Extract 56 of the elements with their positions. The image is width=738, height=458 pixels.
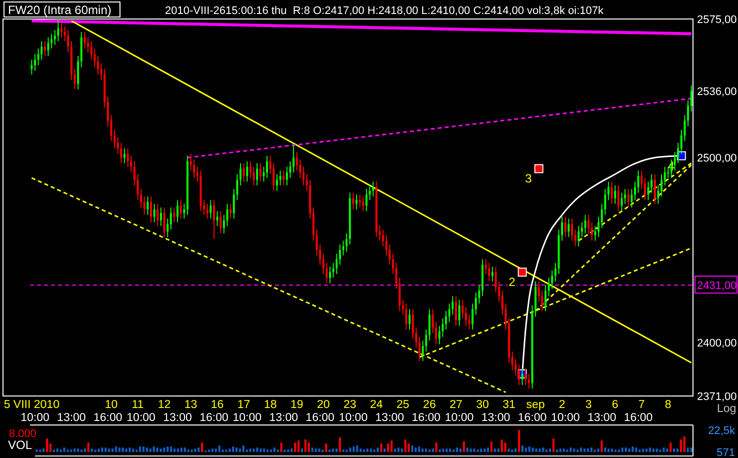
y-tick-label: 2575,00 (697, 14, 737, 26)
x-tick-label: 13:00 (481, 412, 510, 424)
y-axis-title: VOL (8, 438, 32, 452)
x-tick-label: 10 (104, 399, 118, 411)
x-tick-label: 13:00 (587, 412, 616, 424)
x-tick-label: 13 (184, 399, 198, 411)
series-label: 3 (525, 172, 532, 186)
y-tick-label: 2536,00 (697, 86, 737, 98)
x-tick-label: 13:00 (57, 412, 86, 424)
x-tick-label: 13:00 (375, 412, 404, 424)
x-tick-label: 8 (664, 399, 672, 411)
x-tick-label: 16:00 (624, 412, 653, 424)
y-tick-label: 22,5k (708, 425, 736, 437)
x-tick-label: 10:00 (338, 412, 368, 424)
x-tick-label: 10:00 (232, 412, 262, 424)
x-tick-label: 23 (344, 399, 356, 411)
y-tick-label: 571 (716, 447, 735, 458)
x-tick-label: 16:00 (94, 412, 122, 424)
x-tick-label: 18 (264, 399, 277, 411)
y-tick-label: 2400,00 (697, 337, 737, 350)
x-tick-label: 27 (450, 399, 462, 411)
x-tick-label: 7 (638, 399, 645, 411)
x-tick-label: 2 (558, 399, 566, 411)
x-tick-label: 25 (396, 399, 410, 411)
x-tick-label: 3 (585, 399, 592, 411)
x-tick-label: sep (526, 399, 545, 411)
x-tick-label: 17 (237, 399, 250, 411)
x-tick-label: 24 (370, 399, 384, 411)
x-tick-label: 30 (476, 399, 489, 411)
x-tick-label: 12 (158, 399, 171, 411)
y-tick-label: 2500,00 (697, 152, 737, 165)
x-tick-label: 5 VIII 2010 (4, 399, 60, 411)
text: Log (717, 403, 736, 415)
x-tick-label: 16:00 (200, 412, 228, 424)
x-tick-label: 16:00 (518, 412, 547, 424)
annotation: 8.000 (9, 428, 37, 440)
chart-title: FW20 (Intra 60min) (8, 3, 112, 17)
x-tick-label: 10:00 (20, 412, 50, 424)
x-tick-label: 11 (132, 399, 144, 411)
x-tick-label: 20 (316, 399, 330, 411)
x-tick-label: 10:00 (550, 412, 580, 424)
x-tick-label: 13:00 (269, 412, 298, 424)
x-tick-label: 10:00 (444, 412, 474, 424)
ref-line-label: 2431,00 (697, 280, 737, 292)
x-tick-label: 6 (612, 399, 618, 411)
x-tick-label: 16:00 (306, 412, 334, 424)
x-tick-label: 16 (210, 399, 224, 411)
x-tick-label: 19 (290, 399, 304, 411)
chart-subtitle: 2010-VIII-2615:00:16 thu R:8 O:2417,00 H:2418,00 L:2410,00 C:2414,00 vol:3,8k oi:107k (165, 5, 604, 17)
x-tick-label: 31 (502, 399, 516, 411)
x-tick-label: 13:00 (163, 412, 192, 424)
x-tick-label: 10:00 (126, 412, 156, 424)
y-tick-label: 2371,00 (697, 391, 737, 403)
x-tick-label: 16:00 (412, 412, 441, 424)
x-tick-label: 26 (423, 399, 436, 411)
series-label: 2 (508, 275, 516, 290)
